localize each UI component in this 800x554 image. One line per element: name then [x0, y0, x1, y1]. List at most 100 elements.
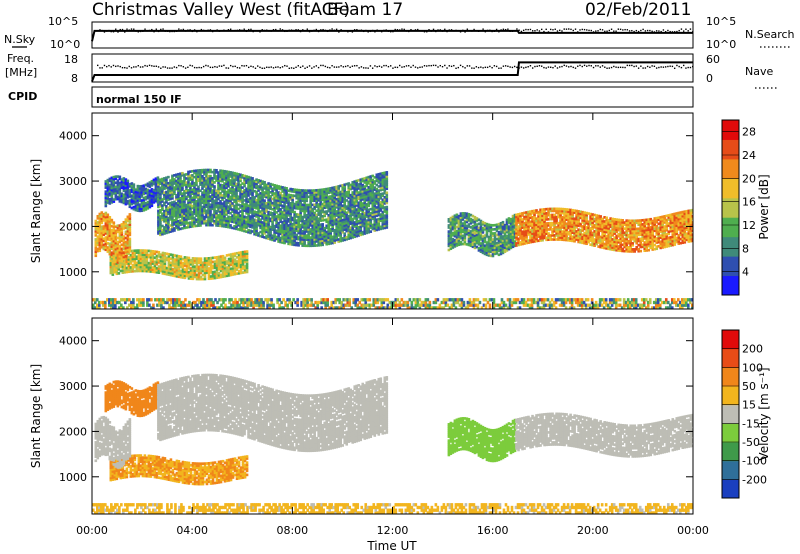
range-gate-cell [353, 210, 357, 214]
range-gate-cell [271, 220, 274, 223]
range-gate-cell [120, 237, 124, 241]
range-gate-cell [263, 203, 266, 207]
range-gate-cell [169, 203, 172, 207]
range-gate-cell [287, 242, 290, 246]
range-gate-cell [153, 252, 157, 255]
range-gate-cell [159, 231, 162, 235]
range-gate-cell [183, 202, 186, 205]
range-gate-cell [305, 205, 308, 209]
range-gate-cell [259, 195, 262, 199]
range-gate-cell [345, 219, 349, 223]
range-gate-cell [201, 269, 205, 273]
range-gate-cell [115, 270, 119, 274]
range-gate-cell [109, 259, 113, 263]
range-gate-cell [199, 195, 202, 199]
range-gate-cell [113, 264, 117, 268]
range-gate-cell [183, 264, 187, 267]
range-gate-cell [209, 213, 212, 217]
range-gate-cell [207, 213, 210, 217]
range-gate-cell [219, 257, 223, 260]
nave-point [682, 64, 685, 67]
range-gate-cell [100, 237, 104, 241]
range-gate-cell [457, 235, 461, 238]
range-gate-cell [373, 225, 377, 228]
range-gate-cell [215, 266, 219, 269]
range-gate-cell [367, 188, 371, 191]
range-gate-cell [331, 229, 335, 233]
range-gate-cell [251, 195, 254, 199]
range-gate-cell [241, 252, 245, 256]
range-gate-cell [369, 185, 373, 189]
range-gate-cell [317, 203, 320, 206]
range-gate-cell [211, 276, 215, 280]
range-gate-cell [249, 219, 252, 222]
range-gate-cell [209, 187, 212, 190]
nave-point [151, 65, 153, 67]
noise-search-point [322, 28, 324, 31]
range-gate-cell [347, 221, 351, 224]
range-gate-cell [183, 258, 187, 261]
range-gate-cell [331, 209, 335, 212]
range-gate-cell [215, 175, 218, 178]
range-gate-cell [327, 215, 330, 219]
range-gate-cell [475, 245, 479, 249]
range-gate-cell [455, 225, 459, 229]
range-gate-cell [185, 256, 189, 260]
range-gate-cell [165, 219, 168, 222]
range-gate-cell [367, 218, 371, 222]
range-gate-cell [98, 245, 102, 248]
range-gate-cell [195, 169, 198, 173]
range-gate-cell [237, 263, 241, 267]
range-gate-cell [124, 182, 128, 186]
nave-point [329, 67, 331, 69]
range-gate-cell [171, 229, 174, 233]
range-gate-cell [267, 192, 270, 196]
range-gate-cell [209, 168, 212, 172]
range-gate-cell [483, 234, 487, 237]
noise-search-point [182, 28, 185, 31]
range-gate-cell [201, 273, 205, 277]
range-gate-cell [335, 193, 339, 197]
range-gate-cell [235, 272, 239, 276]
range-gate-cell [221, 222, 224, 226]
range-gate-cell [177, 183, 180, 186]
range-gate-cell [477, 228, 481, 232]
range-gate-cell [171, 182, 174, 186]
range-gate-cell [175, 262, 179, 266]
range-gate-cell [295, 192, 298, 196]
range-gate-cell [295, 219, 298, 222]
range-gate-cell [353, 223, 357, 226]
range-gate-cell [245, 216, 248, 219]
range-gate-cell [219, 202, 222, 205]
range-gate-cell [491, 246, 495, 250]
range-gate-cell [371, 192, 375, 196]
range-gate-cell [463, 236, 467, 240]
range-gate-cell [197, 169, 200, 172]
range-gate-cell [307, 244, 310, 248]
range-gate-cell [281, 233, 284, 236]
range-gate-cell [297, 190, 300, 194]
range-gate-cell [359, 221, 363, 224]
range-gate-cell [279, 226, 282, 230]
range-gate-cell [217, 181, 220, 185]
range-gate-cell [305, 203, 308, 207]
range-gate-cell [217, 195, 220, 199]
range-gate-cell [148, 201, 152, 205]
range-gate-cell [173, 186, 176, 189]
range-gate-cell [134, 208, 138, 212]
range-gate-cell [114, 231, 118, 235]
range-gate-cell [177, 219, 180, 223]
range-gate-cell [185, 191, 188, 195]
range-gate-cell [329, 203, 332, 206]
range-gate-cell [191, 267, 195, 270]
range-gate-cell [175, 266, 179, 270]
range-gate-cell [313, 197, 316, 200]
range-gate-cell [331, 235, 335, 239]
range-gate-cell [289, 216, 292, 219]
range-gate-cell [237, 221, 240, 225]
range-gate-cell [163, 252, 167, 255]
range-gate-cell [163, 226, 166, 229]
range-gate-cell [285, 235, 288, 239]
noise-search-point [473, 28, 475, 31]
range-gate-cell [199, 222, 202, 225]
